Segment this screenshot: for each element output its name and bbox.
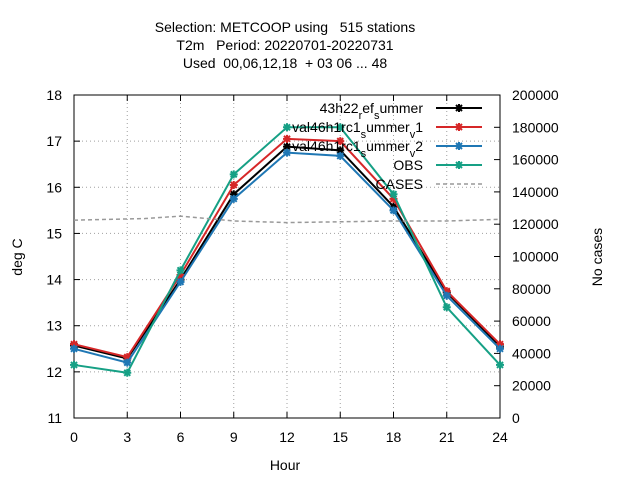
data-point bbox=[176, 266, 185, 275]
legend-label: OBS bbox=[393, 157, 423, 173]
legend-marker bbox=[455, 161, 463, 169]
chart-title: Selection: METCOOP using 515 stations T2m… bbox=[155, 19, 415, 71]
x-tick-label: 6 bbox=[177, 429, 185, 445]
y2-tick-label: 200000 bbox=[512, 87, 559, 103]
data-point bbox=[389, 190, 398, 199]
x-axis-label: Hour bbox=[270, 457, 301, 473]
legend-marker bbox=[455, 104, 463, 112]
data-point bbox=[70, 340, 78, 349]
y-tick-label: 13 bbox=[46, 318, 62, 334]
x-tick-label: 3 bbox=[123, 429, 131, 445]
data-point bbox=[389, 194, 398, 203]
y-tick-label: 15 bbox=[46, 225, 62, 241]
data-point bbox=[496, 344, 504, 353]
series-4 bbox=[73, 215, 501, 224]
data-point bbox=[496, 360, 504, 369]
series-2 bbox=[70, 148, 504, 367]
x-tick-label: 0 bbox=[70, 429, 78, 445]
y2-axis-label: No cases bbox=[589, 228, 605, 286]
data-point bbox=[336, 146, 345, 155]
title-line: Used 00,06,12,18 + 03 06 ... 48 bbox=[183, 55, 388, 71]
x-tick-label: 24 bbox=[492, 429, 508, 445]
legend-label: val46h1rc1summerv1 bbox=[292, 119, 423, 141]
data-point bbox=[442, 287, 451, 296]
x-tick-label: 9 bbox=[230, 429, 238, 445]
series-line bbox=[73, 215, 501, 224]
data-point bbox=[336, 151, 345, 160]
axes: 0 3 6 9 12 15 18 21 24 11 12 13 14 15 16 17 18 0 20000 4000… bbox=[46, 87, 559, 445]
y-tick-label: 12 bbox=[46, 364, 62, 380]
y-tick-label: 16 bbox=[46, 179, 62, 195]
data-point bbox=[442, 291, 451, 300]
series bbox=[70, 123, 504, 377]
data-point bbox=[229, 194, 238, 203]
legend-label: CASES bbox=[376, 176, 423, 192]
data-point bbox=[283, 142, 291, 151]
y2-tick-label: 100000 bbox=[512, 249, 559, 265]
legend-marker bbox=[455, 123, 463, 131]
data-point bbox=[176, 270, 185, 279]
series-line bbox=[73, 145, 501, 360]
legend-label: 43h22refsummer bbox=[320, 100, 424, 122]
legend-marker bbox=[455, 142, 463, 150]
data-point bbox=[123, 358, 132, 367]
x-tick-label: 15 bbox=[332, 429, 348, 445]
y2-tick-label: 160000 bbox=[512, 152, 559, 168]
x-tick-label: 18 bbox=[386, 429, 402, 445]
x-tick-label: 21 bbox=[439, 429, 455, 445]
legend: 43h22refsummerval46h1rc1summerv1val46h1r… bbox=[292, 100, 482, 192]
data-point bbox=[176, 277, 185, 286]
y2-tick-label: 120000 bbox=[512, 216, 559, 232]
data-point bbox=[229, 170, 238, 179]
data-point bbox=[70, 360, 78, 369]
y2-tick-label: 140000 bbox=[512, 184, 559, 200]
title-line: T2m Period: 20220701-20220731 bbox=[176, 37, 393, 53]
y2-tick-label: 20000 bbox=[512, 378, 551, 394]
series-1 bbox=[70, 134, 504, 362]
data-point bbox=[229, 190, 238, 199]
y-axis-label: deg C bbox=[9, 238, 25, 275]
data-point bbox=[123, 368, 132, 377]
data-point bbox=[229, 180, 238, 189]
title-line: Selection: METCOOP using 515 stations bbox=[155, 19, 415, 35]
y-tick-label: 17 bbox=[46, 133, 62, 149]
y-tick-label: 18 bbox=[46, 87, 62, 103]
data-point bbox=[336, 137, 345, 146]
data-point bbox=[123, 353, 132, 362]
data-point bbox=[389, 206, 398, 215]
y2-tick-label: 180000 bbox=[512, 119, 559, 135]
y2-tick-label: 80000 bbox=[512, 281, 551, 297]
data-point bbox=[442, 303, 451, 312]
series-3 bbox=[70, 123, 504, 377]
x-tick-label: 12 bbox=[279, 429, 295, 445]
legend-label: val46h1rc1summerv2 bbox=[292, 138, 423, 160]
data-point bbox=[496, 340, 504, 349]
y-tick-label: 11 bbox=[47, 410, 62, 426]
y2-tick-label: 0 bbox=[512, 410, 520, 426]
y2-tick-label: 40000 bbox=[512, 345, 551, 361]
data-point bbox=[283, 148, 291, 157]
data-point bbox=[283, 123, 291, 132]
y2-tick-label: 60000 bbox=[512, 313, 551, 329]
y-tick-label: 14 bbox=[46, 272, 62, 288]
data-point bbox=[336, 123, 345, 132]
data-point bbox=[70, 344, 78, 353]
data-point bbox=[283, 134, 291, 143]
